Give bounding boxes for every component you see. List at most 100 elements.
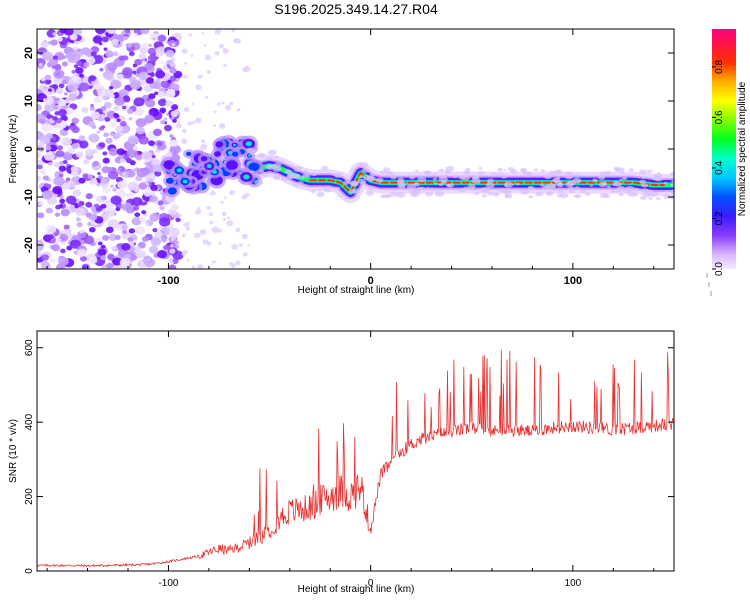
noise-blob xyxy=(41,126,48,131)
noise-blob xyxy=(38,63,43,67)
noise-blob xyxy=(153,82,162,90)
noise-blob xyxy=(102,214,110,221)
noise-blob xyxy=(138,71,149,81)
noise-blob-sparse xyxy=(213,110,217,114)
noise-blob xyxy=(78,140,89,149)
noise-blob xyxy=(57,99,66,107)
ridge-speckle xyxy=(298,166,304,170)
noise-blob xyxy=(147,47,157,55)
noise-blob xyxy=(96,130,101,134)
noise-blob xyxy=(165,49,175,58)
ridge-speckle xyxy=(471,178,481,184)
noise-blob xyxy=(115,207,121,212)
noise-blob xyxy=(114,235,121,240)
noise-blob xyxy=(98,126,105,131)
noise-blob xyxy=(45,79,52,85)
noise-blob xyxy=(102,157,110,164)
ridge-speckle xyxy=(414,169,419,173)
ridge-speckle xyxy=(390,175,397,180)
snr-ytick-label: 600 xyxy=(24,339,35,356)
noise-blob xyxy=(170,104,179,111)
noise-blob xyxy=(76,222,83,228)
noise-blob xyxy=(117,180,128,189)
noise-blob xyxy=(157,200,164,206)
noise-blob xyxy=(133,239,137,243)
noise-blob xyxy=(73,29,82,36)
noise-blob xyxy=(125,192,134,200)
ridge-speckle xyxy=(281,177,288,182)
noise-blob xyxy=(55,237,62,243)
clump-hot xyxy=(233,143,237,147)
noise-blob-sparse xyxy=(209,220,214,225)
ridge-speckle xyxy=(520,188,530,195)
noise-blob xyxy=(170,204,179,211)
noise-blob-sparse xyxy=(185,226,191,231)
noise-blob xyxy=(89,226,96,233)
noise-blob xyxy=(113,113,119,118)
noise-blob xyxy=(145,77,154,84)
snr-ylabel: SNR (10 * v/v) xyxy=(8,419,19,483)
ridge-speckle xyxy=(344,196,350,200)
noise-blob xyxy=(168,227,180,237)
noise-blob-sparse xyxy=(188,33,193,37)
noise-blob xyxy=(51,68,56,73)
noise-blob xyxy=(138,135,149,145)
noise-blob xyxy=(58,165,67,172)
noise-blob xyxy=(159,227,171,236)
ridge-speckle xyxy=(356,163,362,166)
noise-blob-sparse xyxy=(223,63,227,68)
noise-blob-sparse xyxy=(247,243,251,247)
clump-core xyxy=(225,160,238,170)
ridge-speckle xyxy=(259,169,265,173)
ridge-speckle xyxy=(617,185,626,192)
noise-blob xyxy=(112,257,123,266)
noise-blob xyxy=(100,177,109,185)
noise-blob xyxy=(72,189,82,197)
snr-panel: -100 0 100 0 200 400 600 Height of straight li… xyxy=(8,330,675,595)
ridge-speckle xyxy=(663,181,668,185)
spectrogram-ytick-label: 0 xyxy=(23,146,35,152)
ridge-speckle xyxy=(533,168,538,172)
noise-blob xyxy=(60,208,70,217)
clump-core xyxy=(186,151,192,156)
ridge-speckle xyxy=(560,192,569,199)
noise-blob-sparse xyxy=(226,220,234,227)
noise-blob xyxy=(96,182,101,187)
noise-blob-sparse xyxy=(218,44,224,49)
ridge-speckle xyxy=(558,189,564,194)
ridge-speckle xyxy=(544,174,552,180)
noise-blob xyxy=(86,56,96,65)
colorbar-ticks: 0.0 0.2 0.4 0.6 0.8 xyxy=(706,60,725,296)
noise-blob xyxy=(134,58,142,66)
noise-blob xyxy=(136,167,148,178)
noise-blob xyxy=(163,117,168,121)
ridge-speckle xyxy=(463,186,469,191)
ridge-speckle xyxy=(564,174,573,180)
noise-blob xyxy=(169,144,181,155)
noise-blob xyxy=(75,217,81,222)
noise-blob xyxy=(133,97,145,107)
clump-core xyxy=(213,151,222,157)
noise-blob-sparse xyxy=(170,57,176,62)
ridge-speckle xyxy=(614,168,621,172)
ridge-speckle xyxy=(343,180,350,185)
noise-blob xyxy=(129,80,142,90)
noise-blob xyxy=(122,70,133,79)
noise-blob-sparse xyxy=(197,74,203,79)
noise-blob xyxy=(74,204,79,209)
snr-xlabel: Height of straight line (km) xyxy=(298,584,415,595)
noise-blob xyxy=(71,117,80,125)
noise-blob-sparse xyxy=(170,260,174,264)
noise-blob xyxy=(41,51,54,61)
ridge-speckle xyxy=(622,177,628,181)
noise-blob xyxy=(113,105,120,111)
ridge-speckle xyxy=(527,185,534,190)
noise-blob xyxy=(151,182,156,186)
snr-ticks: -100 0 100 0 200 400 600 xyxy=(24,331,674,589)
ridge-speckle xyxy=(540,169,546,173)
noise-blob xyxy=(148,107,160,117)
ridge-speckle xyxy=(641,183,649,188)
noise-blob xyxy=(98,142,106,148)
ridge-speckle xyxy=(409,175,416,180)
